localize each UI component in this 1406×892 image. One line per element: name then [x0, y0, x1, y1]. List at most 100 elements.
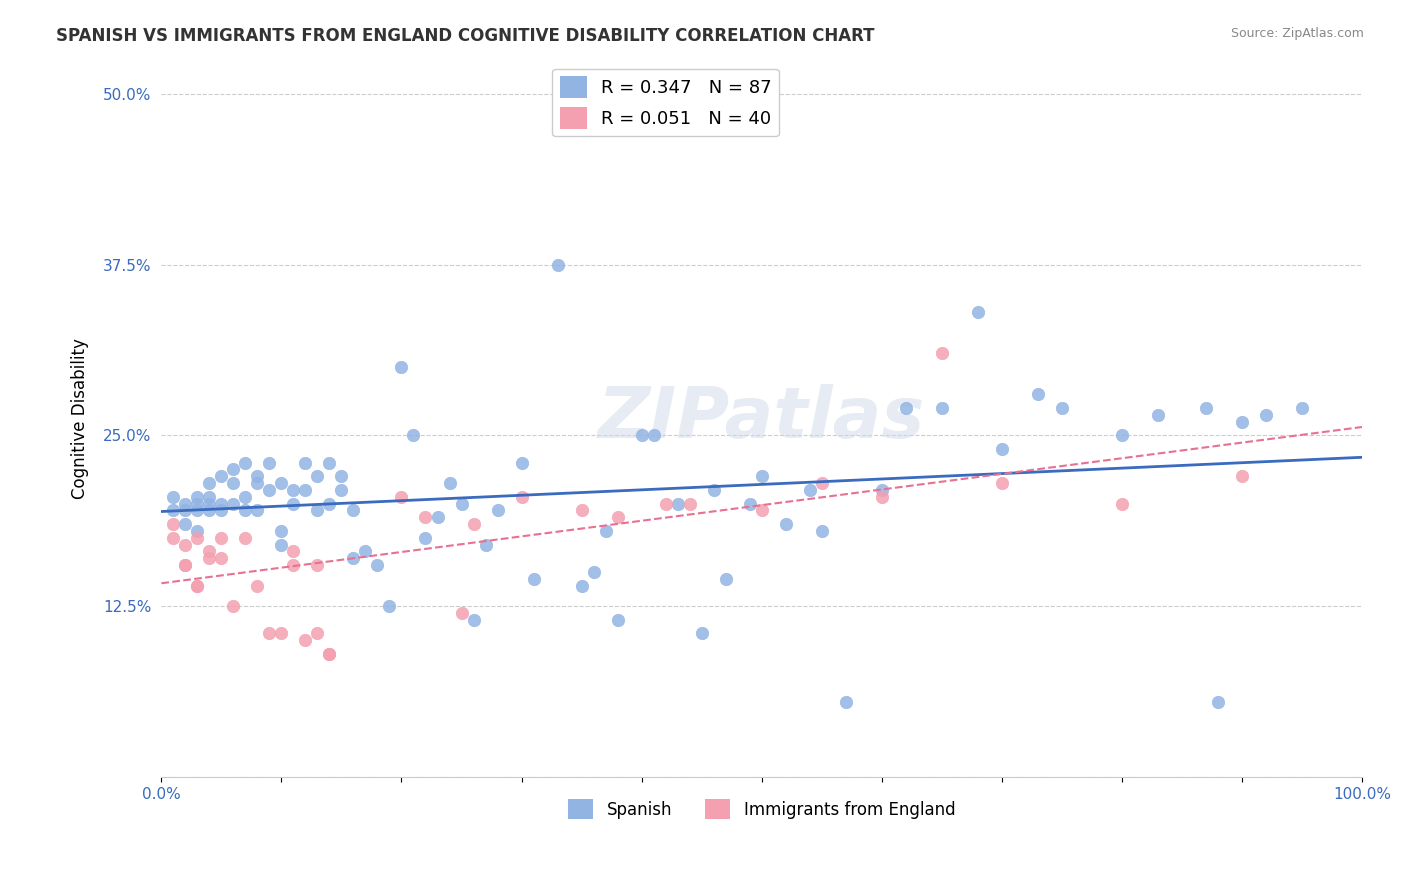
Point	[582, 565, 605, 579]
Point	[571, 503, 593, 517]
Point	[835, 695, 858, 709]
Point	[1050, 401, 1073, 415]
Point	[391, 490, 413, 504]
Point	[259, 626, 281, 640]
Point	[678, 497, 700, 511]
Point	[162, 503, 184, 517]
Point	[931, 346, 953, 360]
Point	[186, 490, 208, 504]
Point	[246, 469, 269, 483]
Point	[378, 599, 401, 613]
Point	[174, 497, 197, 511]
Point	[870, 490, 893, 504]
Point	[354, 544, 377, 558]
Point	[643, 428, 665, 442]
Point	[318, 647, 340, 661]
Point	[666, 497, 689, 511]
Point	[294, 633, 316, 648]
Point	[342, 503, 364, 517]
Point	[209, 469, 232, 483]
Point	[259, 456, 281, 470]
Point	[198, 544, 221, 558]
Point	[174, 503, 197, 517]
Point	[174, 558, 197, 573]
Point	[209, 503, 232, 517]
Point	[307, 626, 329, 640]
Point	[186, 578, 208, 592]
Point	[235, 456, 257, 470]
Point	[246, 578, 269, 592]
Point	[463, 517, 485, 532]
Point	[415, 510, 437, 524]
Point	[1254, 408, 1277, 422]
Point	[307, 469, 329, 483]
Point	[318, 497, 340, 511]
Point	[283, 483, 305, 497]
Point	[162, 517, 184, 532]
Point	[1230, 469, 1253, 483]
Point	[547, 258, 569, 272]
Point	[894, 401, 917, 415]
Point	[270, 476, 292, 491]
Point	[162, 531, 184, 545]
Point	[209, 497, 232, 511]
Point	[246, 503, 269, 517]
Point	[198, 551, 221, 566]
Point	[186, 578, 208, 592]
Text: SPANISH VS IMMIGRANTS FROM ENGLAND COGNITIVE DISABILITY CORRELATION CHART: SPANISH VS IMMIGRANTS FROM ENGLAND COGNI…	[56, 27, 875, 45]
Point	[799, 483, 821, 497]
Point	[1206, 695, 1229, 709]
Point	[174, 558, 197, 573]
Point	[198, 497, 221, 511]
Point	[198, 476, 221, 491]
Point	[222, 476, 245, 491]
Point	[751, 503, 773, 517]
Point	[595, 524, 617, 538]
Point	[235, 490, 257, 504]
Point	[654, 497, 676, 511]
Point	[690, 626, 713, 640]
Point	[751, 469, 773, 483]
Point	[294, 483, 316, 497]
Point	[198, 503, 221, 517]
Point	[775, 517, 797, 532]
Point	[810, 476, 832, 491]
Point	[222, 599, 245, 613]
Point	[270, 538, 292, 552]
Point	[1111, 428, 1133, 442]
Point	[714, 572, 737, 586]
Point	[186, 503, 208, 517]
Point	[703, 483, 725, 497]
Point	[222, 462, 245, 476]
Point	[283, 497, 305, 511]
Point	[630, 428, 652, 442]
Point	[366, 558, 388, 573]
Y-axis label: Cognitive Disability: Cognitive Disability	[72, 338, 89, 499]
Point	[235, 503, 257, 517]
Point	[307, 503, 329, 517]
Point	[318, 456, 340, 470]
Point	[522, 572, 544, 586]
Point	[1291, 401, 1313, 415]
Point	[391, 359, 413, 374]
Point	[162, 490, 184, 504]
Legend: Spanish, Immigrants from England: Spanish, Immigrants from England	[561, 792, 962, 826]
Point	[198, 490, 221, 504]
Point	[991, 476, 1014, 491]
Point	[738, 497, 761, 511]
Point	[450, 606, 472, 620]
Point	[174, 538, 197, 552]
Point	[209, 551, 232, 566]
Point	[222, 497, 245, 511]
Point	[439, 476, 461, 491]
Point	[270, 626, 292, 640]
Point	[1195, 401, 1218, 415]
Point	[186, 531, 208, 545]
Point	[330, 469, 353, 483]
Point	[294, 456, 316, 470]
Point	[235, 531, 257, 545]
Point	[486, 503, 509, 517]
Point	[966, 305, 988, 319]
Point	[283, 558, 305, 573]
Point	[342, 551, 364, 566]
